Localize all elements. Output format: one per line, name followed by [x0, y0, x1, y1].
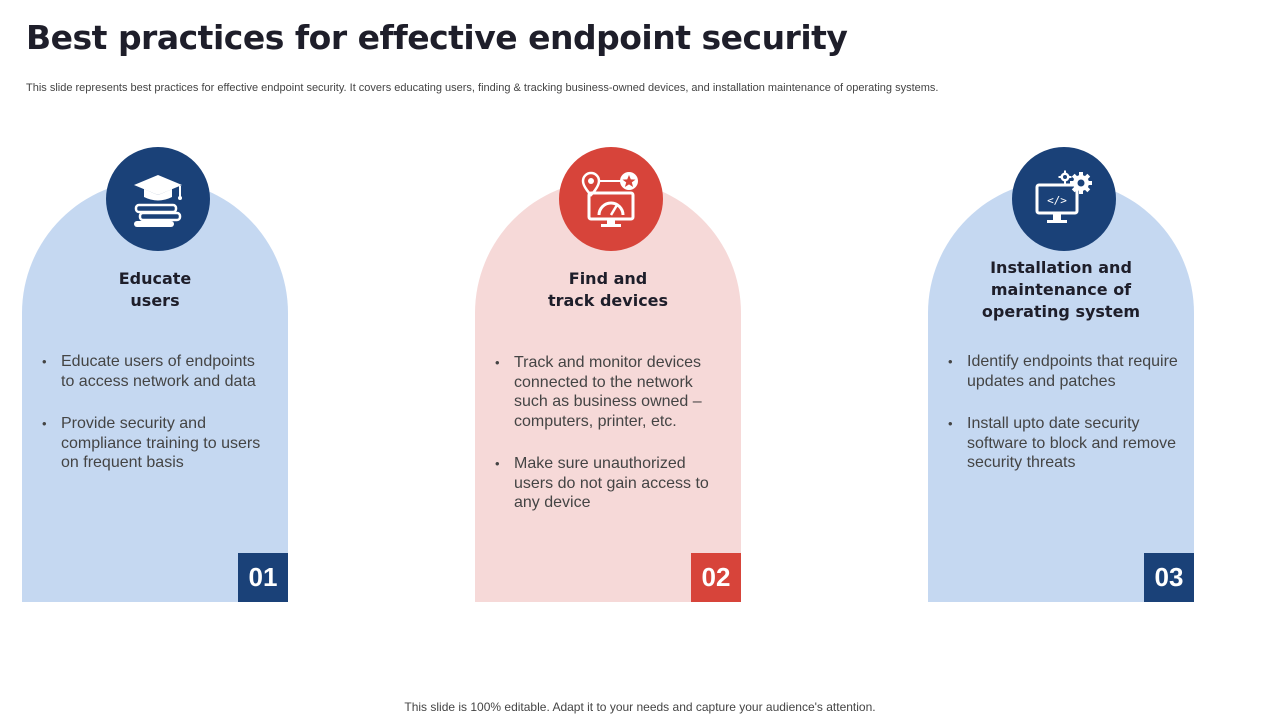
svg-text:</>: </>	[1047, 194, 1067, 207]
step-number-badge: 02	[691, 553, 741, 602]
card-title-line: Installation and	[990, 258, 1132, 277]
card-title-line: users	[130, 291, 180, 310]
bullet-item: Install upto date security software to b…	[948, 414, 1178, 473]
bullet-item: Track and monitor devices connected to t…	[495, 353, 725, 431]
page-title: Best practices for effective endpoint se…	[26, 18, 848, 57]
icon-circle	[106, 147, 210, 251]
bullet-item: Make sure unauthorized users do not gain…	[495, 454, 725, 513]
card-title: Installation and maintenance of operatin…	[928, 257, 1194, 323]
icon-circle	[559, 147, 663, 251]
footer-note: This slide is 100% editable. Adapt it to…	[404, 700, 876, 714]
step-number-badge: 01	[238, 553, 288, 602]
card-title-line: Find and	[568, 269, 648, 288]
monitor-code-gears-icon: </>	[1035, 170, 1092, 223]
bullet-list: Track and monitor devices connected to t…	[495, 353, 725, 536]
icon-circle: </>	[1012, 147, 1116, 251]
bullet-list: Educate users of endpoints to access net…	[42, 352, 272, 496]
bullet-item: Identify endpoints that require updates …	[948, 352, 1178, 391]
bullet-list: Identify endpoints that require updates …	[948, 352, 1178, 496]
location-monitor-gauge-icon	[581, 171, 638, 227]
bullet-item: Provide security and compliance training…	[42, 414, 272, 473]
card-title-line: operating system	[981, 302, 1141, 321]
step-number-badge: 03	[1144, 553, 1194, 602]
card-title-line: track devices	[547, 291, 669, 310]
card-title-line: maintenance of	[990, 280, 1132, 299]
graduation-books-icon	[134, 175, 182, 227]
bullet-item: Educate users of endpoints to access net…	[42, 352, 272, 391]
card-title: Find and track devices	[475, 268, 741, 312]
page-subtitle: This slide represents best practices for…	[26, 82, 939, 94]
card-title-line: Educate	[118, 269, 192, 288]
card-title: Educate users	[22, 268, 288, 312]
